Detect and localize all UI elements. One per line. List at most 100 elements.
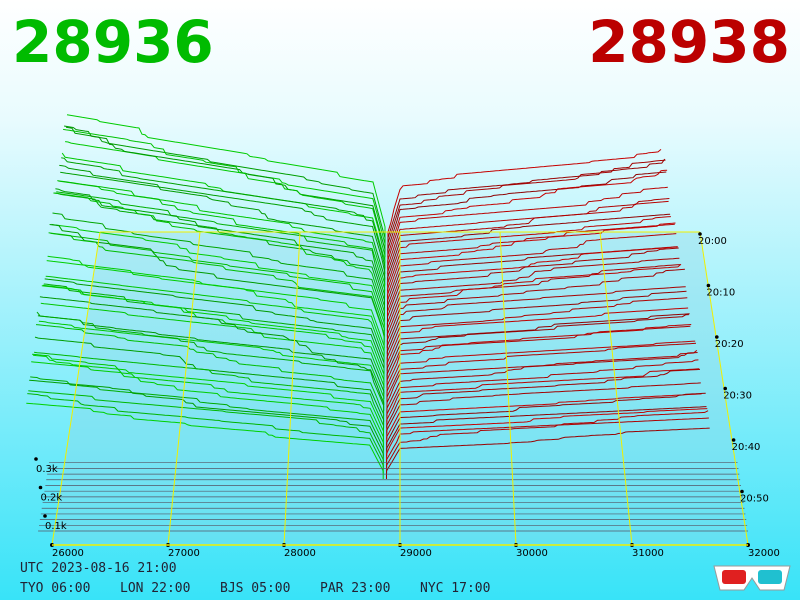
ask-depth-line: [386, 408, 708, 462]
bid-depth-line: [29, 379, 384, 462]
ask-depth-line: [387, 186, 668, 269]
ask-depth-line: [386, 290, 687, 360]
city-time: LON 22:00: [120, 581, 190, 596]
bid-depth-line: [60, 171, 386, 280]
depth-label: 0.3k: [36, 464, 58, 475]
ask-depth-line: [386, 325, 691, 388]
bid-depth-line: [32, 353, 384, 445]
ask-depth-line: [386, 417, 709, 474]
city-time: TYO 06:00: [20, 581, 90, 596]
price-grid-line: [499, 231, 517, 546]
ask-depth-line: [386, 297, 688, 366]
price-label: 32000: [748, 548, 780, 559]
ask-depth-line: [387, 246, 678, 320]
bid-depth-line: [34, 351, 384, 434]
glasses-icon: [713, 565, 791, 591]
ask-depth-line: [387, 222, 676, 303]
bid-depth-line: [57, 180, 386, 297]
ask-depth-line: [386, 264, 681, 337]
time-label: 20:20: [715, 339, 744, 350]
city-time: NYC 17:00: [420, 581, 490, 596]
city-time: BJS 05:00: [220, 581, 290, 596]
bid-depth-line: [49, 224, 385, 343]
bid-depth-line: [65, 141, 386, 252]
bid-depth-line: [55, 188, 385, 309]
depth-label: 0.2k: [41, 493, 63, 504]
price-label: 27000: [168, 548, 200, 559]
ask-depth-line: [386, 382, 701, 440]
time-tick: [740, 489, 744, 494]
ask-depth-line: [387, 169, 668, 263]
ask-depth-line: [386, 314, 689, 377]
price-grid-line: [599, 231, 633, 546]
ask-depth-line: [386, 392, 706, 451]
bid-depth-line: [48, 232, 385, 349]
bid-depth-line: [43, 283, 385, 377]
ask-depth-line: [386, 324, 692, 394]
ask-depth-line: [386, 340, 696, 400]
bid-depth-line: [33, 354, 384, 440]
depth-tick: [38, 485, 43, 490]
ask-depth-line: [386, 257, 680, 332]
bid-depth-line: [35, 324, 385, 423]
time-label: 20:10: [706, 288, 735, 299]
time-tick: [698, 232, 702, 236]
time-tick: [715, 335, 719, 339]
ask-depth-line: [386, 268, 685, 349]
bid-depth-line: [58, 180, 386, 292]
ask-depth-line: [387, 198, 670, 280]
ask-depth-line: [386, 427, 710, 479]
bid-depth-line: [64, 125, 386, 258]
time-tick: [731, 438, 736, 442]
bid-depth-line: [45, 275, 385, 366]
bid-depth-line: [39, 296, 385, 400]
bid-depth-line: [36, 311, 385, 417]
depth-curves: [26, 114, 748, 532]
price-grid-line: [167, 231, 201, 546]
bid-depth-line: [44, 278, 385, 371]
ask-depth-line: [386, 359, 699, 423]
depth-label: 0.1k: [45, 521, 67, 532]
bid-depth-line: [27, 393, 384, 474]
ask-depth-line: [386, 307, 689, 371]
price-grid-line: [283, 231, 301, 546]
ask-depth-line: [386, 393, 702, 445]
price-label: 29000: [400, 548, 432, 559]
bid-price: 28936: [12, 8, 214, 76]
bid-depth-line: [52, 212, 385, 326]
ask-depth-line: [387, 158, 666, 246]
bid-depth-line: [40, 302, 385, 394]
price-grid-line: [51, 231, 101, 546]
price-label: 26000: [52, 548, 84, 559]
ask-depth-line: [387, 247, 679, 326]
utc-time: UTC 2023-08-16 21:00: [20, 561, 177, 576]
ask-depth-line: [386, 410, 709, 468]
ask-depth-line: [386, 342, 697, 405]
bid-depth-line: [34, 336, 385, 428]
ask-depth-line: [387, 200, 669, 275]
bid-depth-line: [53, 192, 385, 320]
ask-depth-line: [387, 149, 662, 240]
bid-depth-line: [56, 191, 385, 303]
bid-depth-line: [26, 402, 384, 479]
depth-tick: [34, 457, 38, 461]
ask-depth-line: [386, 286, 686, 354]
ask-depth-line: [386, 406, 707, 457]
bid-depth-line: [28, 390, 384, 468]
time-tick: [723, 386, 727, 391]
ask-depth-line: [387, 213, 671, 286]
bid-depth-line: [30, 376, 384, 457]
time-label: 20:50: [740, 494, 769, 505]
ask-price: 28938: [588, 8, 790, 76]
city-time: PAR 23:00: [320, 581, 390, 596]
ask-depth-line: [387, 233, 677, 309]
ask-depth-line: [386, 313, 690, 383]
bid-depth-line: [54, 192, 385, 314]
bid-depth-line: [37, 315, 385, 411]
ask-depth-line: [387, 171, 667, 258]
bid-depth-line: [38, 320, 385, 405]
ask-depth-line: [387, 223, 675, 297]
time-tick: [706, 283, 711, 288]
bid-depth-line: [59, 164, 386, 286]
